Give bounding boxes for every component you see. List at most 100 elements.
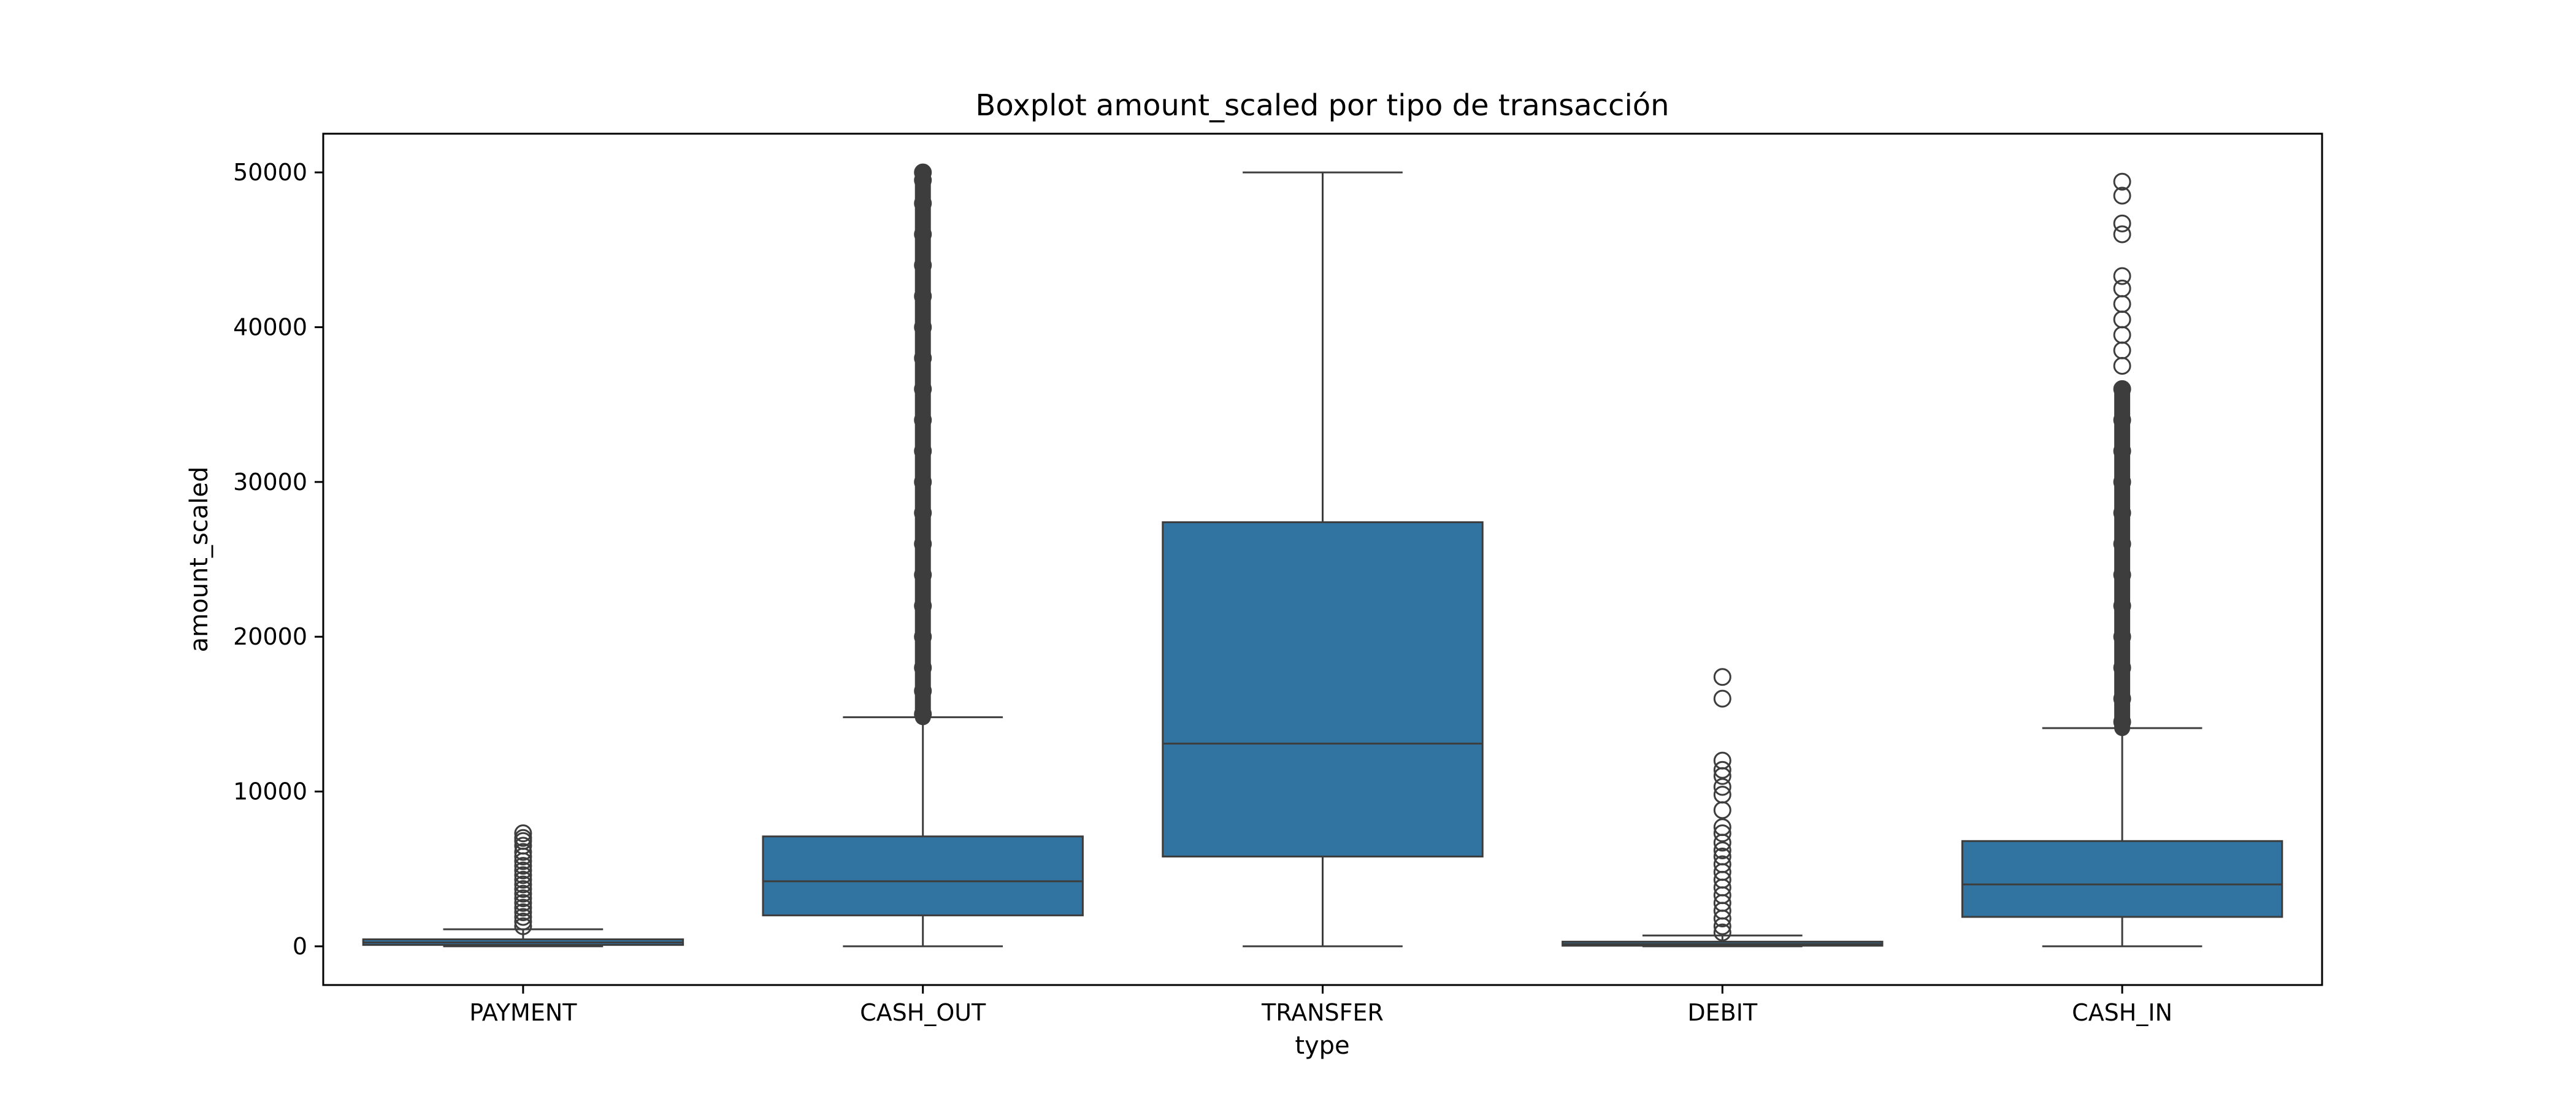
outlier-point: [2113, 310, 2131, 329]
outlier-point: [2113, 380, 2131, 398]
outlier-point: [2113, 411, 2131, 429]
x-tick-label: CASH_OUT: [860, 999, 986, 1026]
outlier-point: [914, 194, 932, 213]
outlier-dense-band: [914, 164, 931, 726]
outlier-point: [514, 889, 532, 908]
box-group-transfer: [1162, 171, 1484, 948]
outlier-point: [2113, 627, 2131, 646]
outlier-point: [2113, 214, 2131, 232]
outlier-point: [2113, 341, 2131, 359]
outlier-point: [2113, 279, 2131, 297]
outlier-point: [514, 875, 532, 894]
x-tick-label: PAYMENT: [469, 999, 577, 1026]
outlier-point: [2113, 186, 2131, 205]
outlier-point: [514, 908, 532, 926]
outlier-point: [2113, 597, 2131, 615]
y-tick-label: 30000: [233, 469, 307, 496]
outlier-point: [914, 473, 932, 491]
outlier-point: [514, 837, 532, 855]
box-group-payment: [362, 824, 684, 948]
outlier-point: [1713, 923, 1731, 941]
outlier-point: [514, 913, 532, 931]
outlier-point: [914, 659, 932, 677]
outlier-point: [1713, 855, 1731, 873]
outlier-point: [1713, 778, 1731, 796]
box-iqr: [1961, 840, 2283, 918]
x-tick-label: CASH_IN: [2072, 999, 2172, 1026]
x-tick-label: TRANSFER: [1261, 999, 1384, 1026]
outlier-point: [2113, 442, 2131, 460]
y-tick-label: 0: [293, 933, 307, 960]
y-tick-label: 50000: [233, 159, 307, 186]
outlier-point: [514, 884, 532, 903]
outlier-point: [914, 287, 932, 305]
box-iqr: [762, 835, 1084, 916]
outlier-point: [2113, 473, 2131, 491]
outlier-point: [914, 171, 932, 190]
outlier-point: [2113, 267, 2131, 285]
outlier-point: [914, 349, 932, 367]
outlier-point: [514, 861, 532, 880]
outlier-point: [1713, 818, 1731, 837]
outlier-point: [2113, 565, 2131, 584]
outlier-point: [914, 380, 932, 398]
box-group-cash-in: [1961, 172, 2283, 948]
outlier-point: [514, 824, 532, 843]
outlier-point: [514, 857, 532, 875]
outlier-point: [2113, 659, 2131, 677]
outlier-point: [2113, 504, 2131, 522]
outlier-point: [914, 627, 932, 646]
box-group-cash-out: [762, 163, 1084, 948]
outlier-point: [914, 535, 932, 553]
outlier-point: [514, 829, 532, 847]
outlier-point: [1713, 841, 1731, 859]
outlier-point: [514, 903, 532, 921]
x-tick-label: DEBIT: [1687, 999, 1758, 1026]
outlier-point: [514, 870, 532, 889]
outlier-point: [2113, 713, 2131, 731]
outlier-point: [914, 705, 932, 723]
box-group-debit: [1562, 668, 1884, 948]
y-tick-label: 10000: [233, 778, 307, 805]
outlier-point: [914, 256, 932, 275]
outlier-point: [514, 866, 532, 884]
outlier-point: [914, 318, 932, 336]
chart-title: Boxplot amount_scaled por tipo de transa…: [975, 88, 1669, 123]
outlier-point: [514, 843, 532, 861]
outlier-point: [914, 442, 932, 460]
outlier-point: [2113, 357, 2131, 375]
outlier-point: [514, 894, 532, 912]
outlier-point: [914, 163, 932, 182]
plot-frame: [322, 132, 2323, 986]
outlier-point: [2113, 295, 2131, 313]
x-axis: PAYMENT CASH_OUT TRANSFER DEBIT CASH_IN: [469, 985, 2172, 1026]
outlier-point: [914, 504, 932, 522]
outlier-point: [514, 917, 532, 935]
y-tick-label: 40000: [233, 313, 307, 340]
outlier-point: [2113, 689, 2131, 708]
outlier-point: [1713, 689, 1731, 708]
y-axis-label: amount_scaled: [185, 467, 213, 653]
y-tick-label: 20000: [233, 623, 307, 650]
outlier-point: [1713, 801, 1731, 819]
outlier-point: [2113, 326, 2131, 344]
outlier-point: [914, 597, 932, 615]
outlier-point: [2113, 225, 2131, 243]
outlier-point: [1713, 751, 1731, 770]
x-axis-label: type: [1295, 1032, 1349, 1060]
outlier-point: [1713, 786, 1731, 804]
outlier-point: [2113, 535, 2131, 553]
outlier-point: [914, 411, 932, 429]
plot-area: [362, 163, 2283, 948]
outlier-point: [2113, 172, 2131, 191]
outlier-point: [914, 225, 932, 243]
box-iqr: [1162, 521, 1484, 858]
outlier-point: [1713, 761, 1731, 779]
outlier-point: [514, 899, 532, 917]
outlier-point: [514, 880, 532, 899]
outlier-point: [1713, 848, 1731, 866]
outlier-point: [1713, 824, 1731, 843]
outlier-dense-band: [2114, 381, 2131, 737]
outlier-point: [914, 565, 932, 584]
